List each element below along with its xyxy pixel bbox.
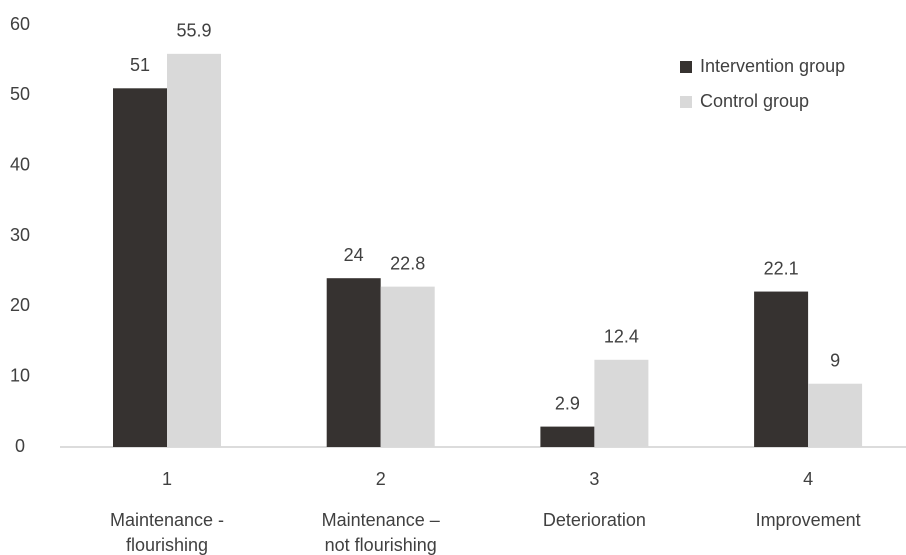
category-label: Maintenance – [322,510,440,530]
legend-label: Control group [700,91,809,111]
bar [808,383,863,447]
y-tick-label: 60 [10,14,30,34]
bar [113,88,167,448]
y-tick-label: 20 [10,295,30,315]
category-label: flourishing [126,535,208,555]
legend-swatch [680,96,692,108]
y-tick-label: 30 [10,225,30,245]
x-tick-label: 2 [376,469,386,489]
x-tick-label: 1 [162,469,172,489]
category-label: Maintenance - [110,510,224,530]
y-tick-label: 40 [10,154,30,174]
category-label: Deterioration [543,510,646,530]
x-tick-label: 4 [803,469,813,489]
bar [167,53,221,447]
y-tick-label: 0 [15,436,25,456]
y-tick-label: 10 [10,365,30,385]
value-label: 12.4 [604,327,639,347]
x-tick-label: 3 [589,469,599,489]
value-label: 22.8 [390,253,425,273]
bar [326,278,381,447]
value-label: 51 [130,55,150,75]
category-label: not flourishing [325,535,437,555]
legend-label: Intervention group [700,56,845,76]
legend-swatch [680,61,692,73]
bar [594,359,649,447]
value-label: 24 [344,245,364,265]
bar [540,426,595,447]
y-tick-label: 50 [10,84,30,104]
bar [754,291,809,447]
value-label: 9 [830,350,840,370]
value-label: 55.9 [176,21,211,41]
category-label: Improvement [756,510,861,530]
value-label: 2.9 [555,393,580,413]
value-label: 22.1 [764,258,799,278]
bar [380,286,435,447]
